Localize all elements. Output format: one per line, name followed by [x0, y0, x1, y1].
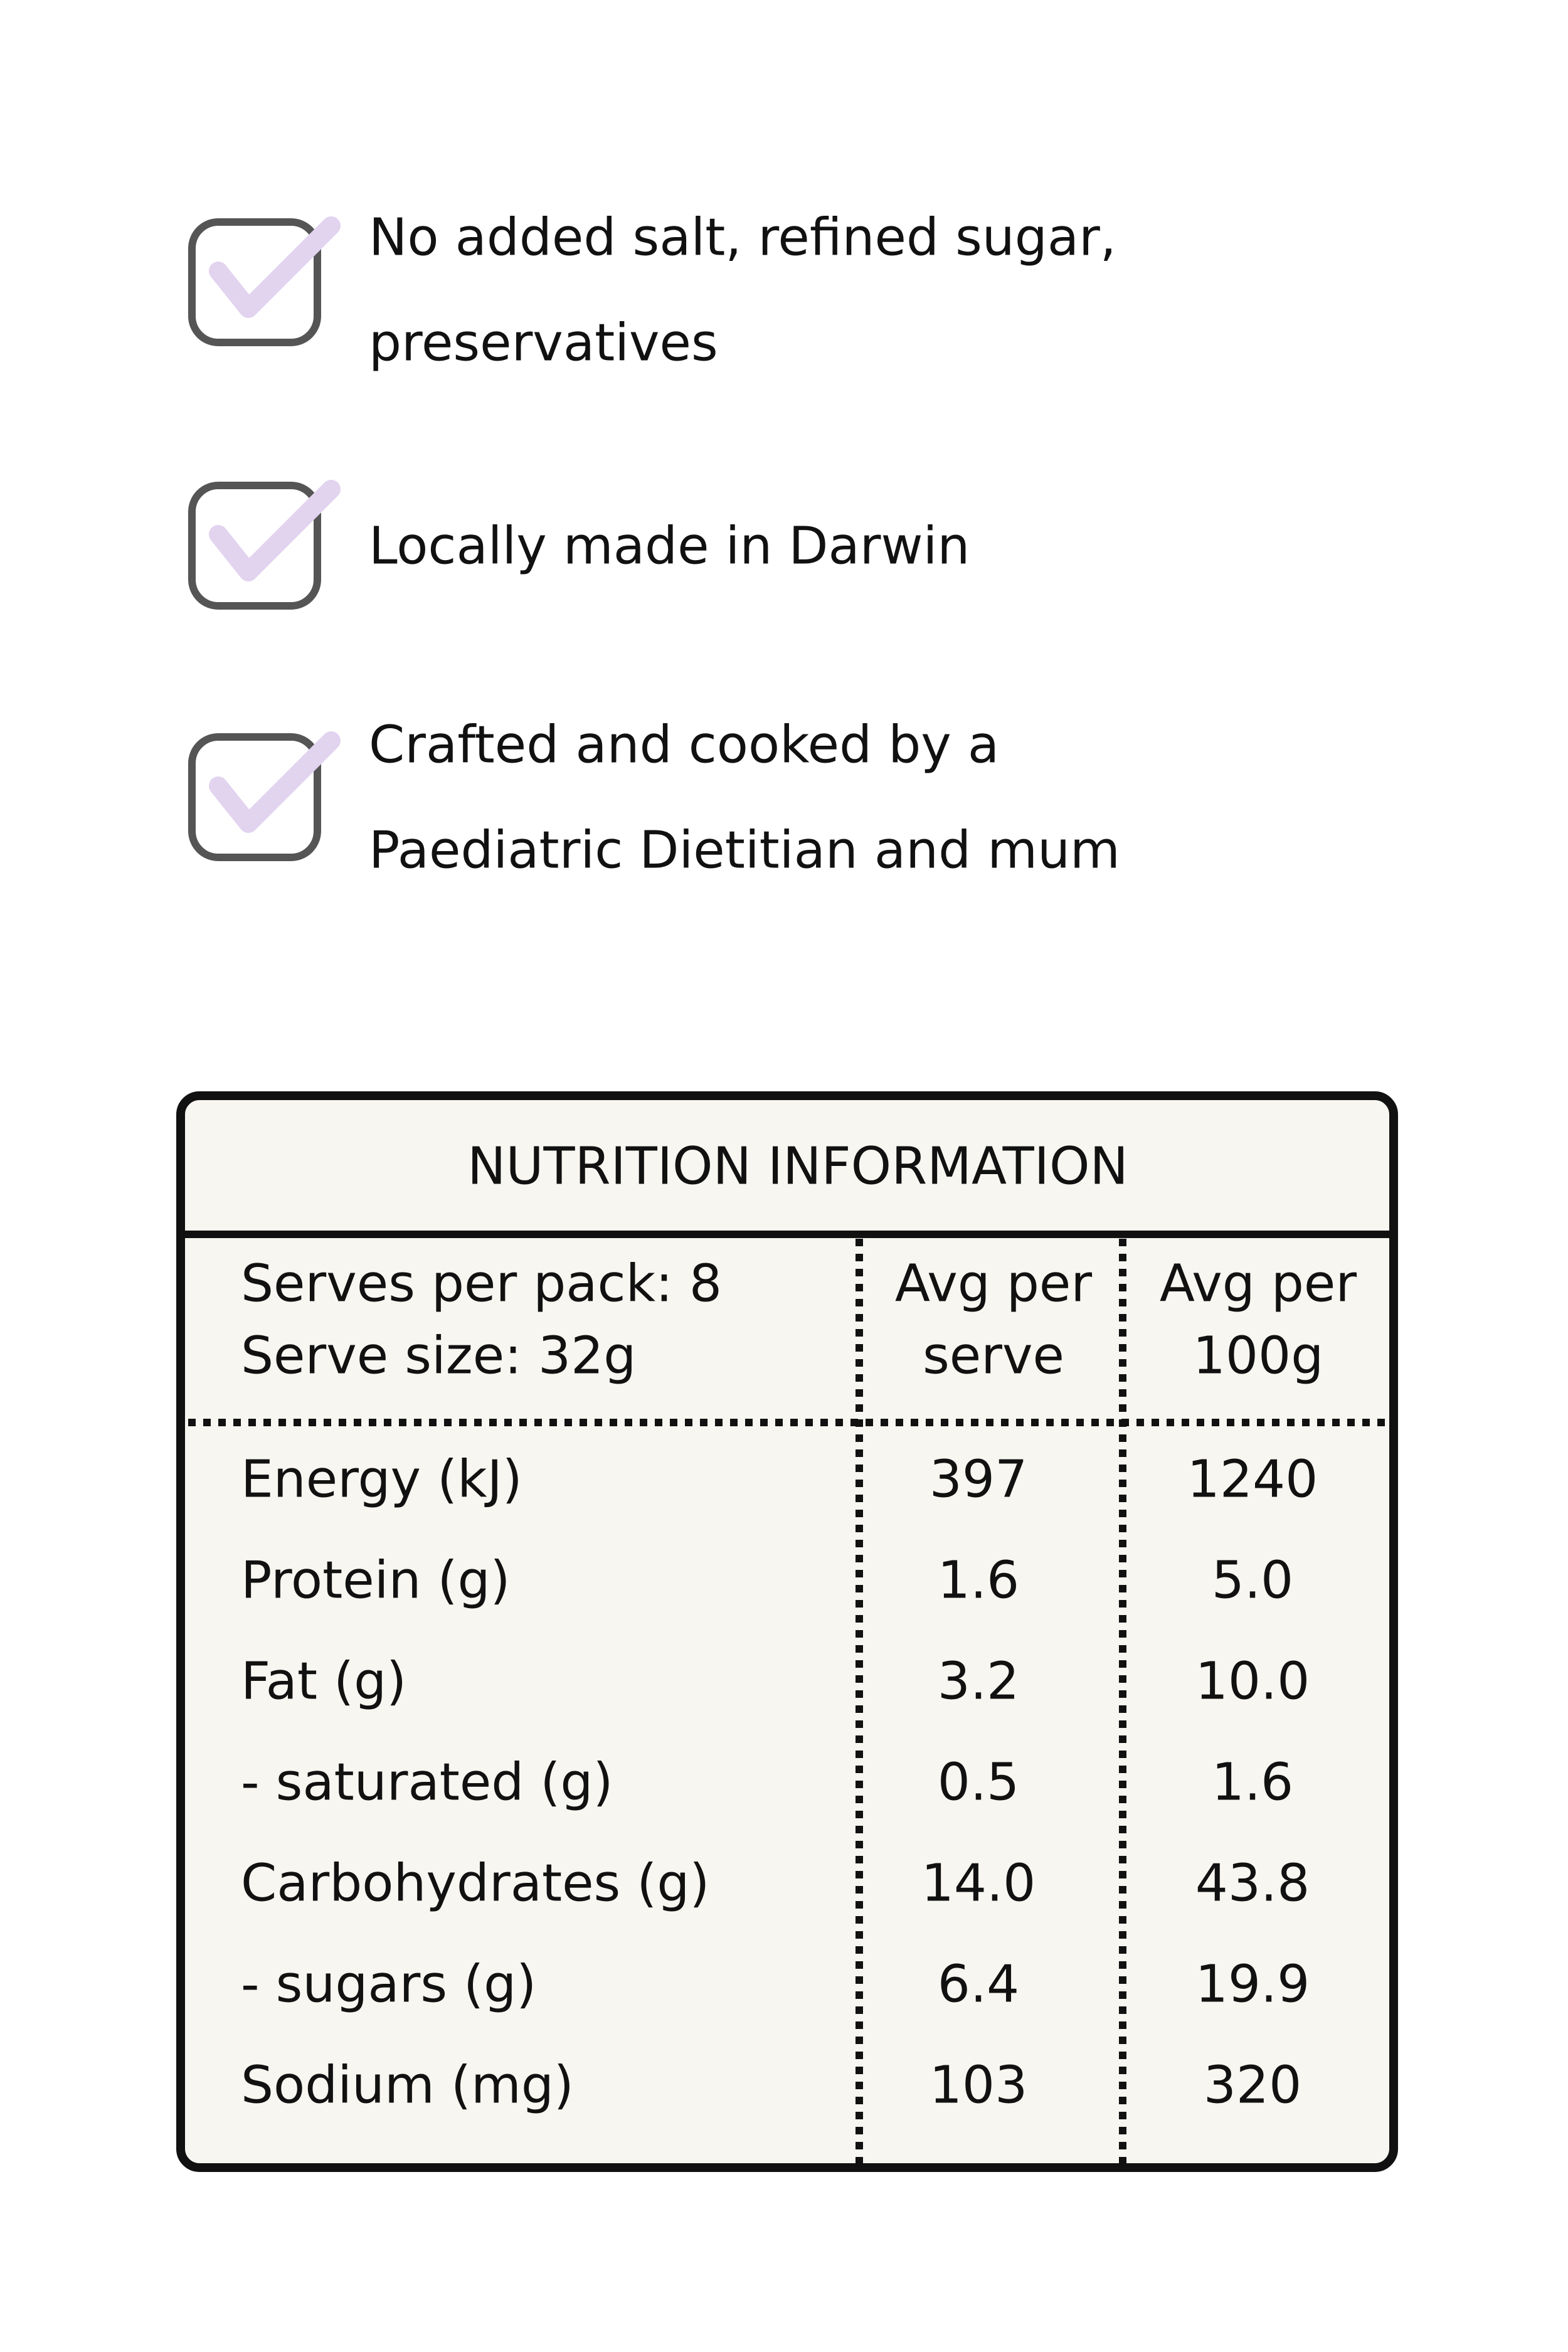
serving-info: Serve size: 32g: [241, 1326, 636, 1385]
column-header: Avg per: [1160, 1254, 1357, 1313]
nutrient-value: 1.6: [938, 1550, 1019, 1610]
feature-text: Paediatric Dietitian and mum: [369, 820, 1120, 880]
nutrient-value: 103: [930, 2055, 1028, 2115]
checkbox: [188, 218, 321, 346]
nutrient-value: 320: [1204, 2055, 1302, 2115]
nutrient-value: 1240: [1187, 1449, 1318, 1509]
nutrient-label: Carbohydrates (g): [241, 1853, 709, 1913]
nutrient-value: 5.0: [1212, 1550, 1293, 1610]
nutrient-label: - saturated (g): [241, 1752, 613, 1812]
feature-text: No added salt, refined sugar,: [369, 208, 1116, 267]
nutrition-table-frame: [176, 1091, 1398, 2172]
nutrient-label: Fat (g): [241, 1651, 406, 1711]
nutrient-label: Sodium (mg): [241, 2055, 574, 2115]
nutrient-value: 3.2: [938, 1651, 1019, 1711]
check-mark: [209, 216, 341, 318]
table-title: NUTRITION INFORMATION: [467, 1136, 1128, 1196]
checkbox: [188, 482, 321, 610]
checkbox: [188, 733, 321, 861]
nutrient-value: 19.9: [1195, 1954, 1310, 2014]
check-mark: [209, 731, 341, 833]
nutrient-value: 43.8: [1195, 1853, 1310, 1913]
column-header: Avg per: [895, 1254, 1092, 1313]
nutrient-value: 397: [930, 1449, 1028, 1509]
nutrient-value: 6.4: [938, 1954, 1019, 2014]
nutrient-value: 1.6: [1212, 1752, 1293, 1812]
column-header: 100g: [1193, 1326, 1324, 1385]
nutrient-value: 0.5: [938, 1752, 1019, 1812]
nutrient-value: 14.0: [921, 1853, 1036, 1913]
check-mark: [209, 480, 341, 581]
feature-text: preservatives: [369, 313, 718, 373]
nutrient-label: Energy (kJ): [241, 1449, 522, 1509]
nutrient-value: 10.0: [1195, 1651, 1310, 1711]
serving-info: Serves per pack: 8: [241, 1254, 722, 1313]
nutrient-label: Protein (g): [241, 1550, 511, 1610]
column-header: serve: [923, 1326, 1064, 1385]
nutrient-label: - sugars (g): [241, 1954, 536, 2014]
feature-text: Locally made in Darwin: [369, 516, 970, 576]
feature-text: Crafted and cooked by a: [369, 715, 999, 775]
